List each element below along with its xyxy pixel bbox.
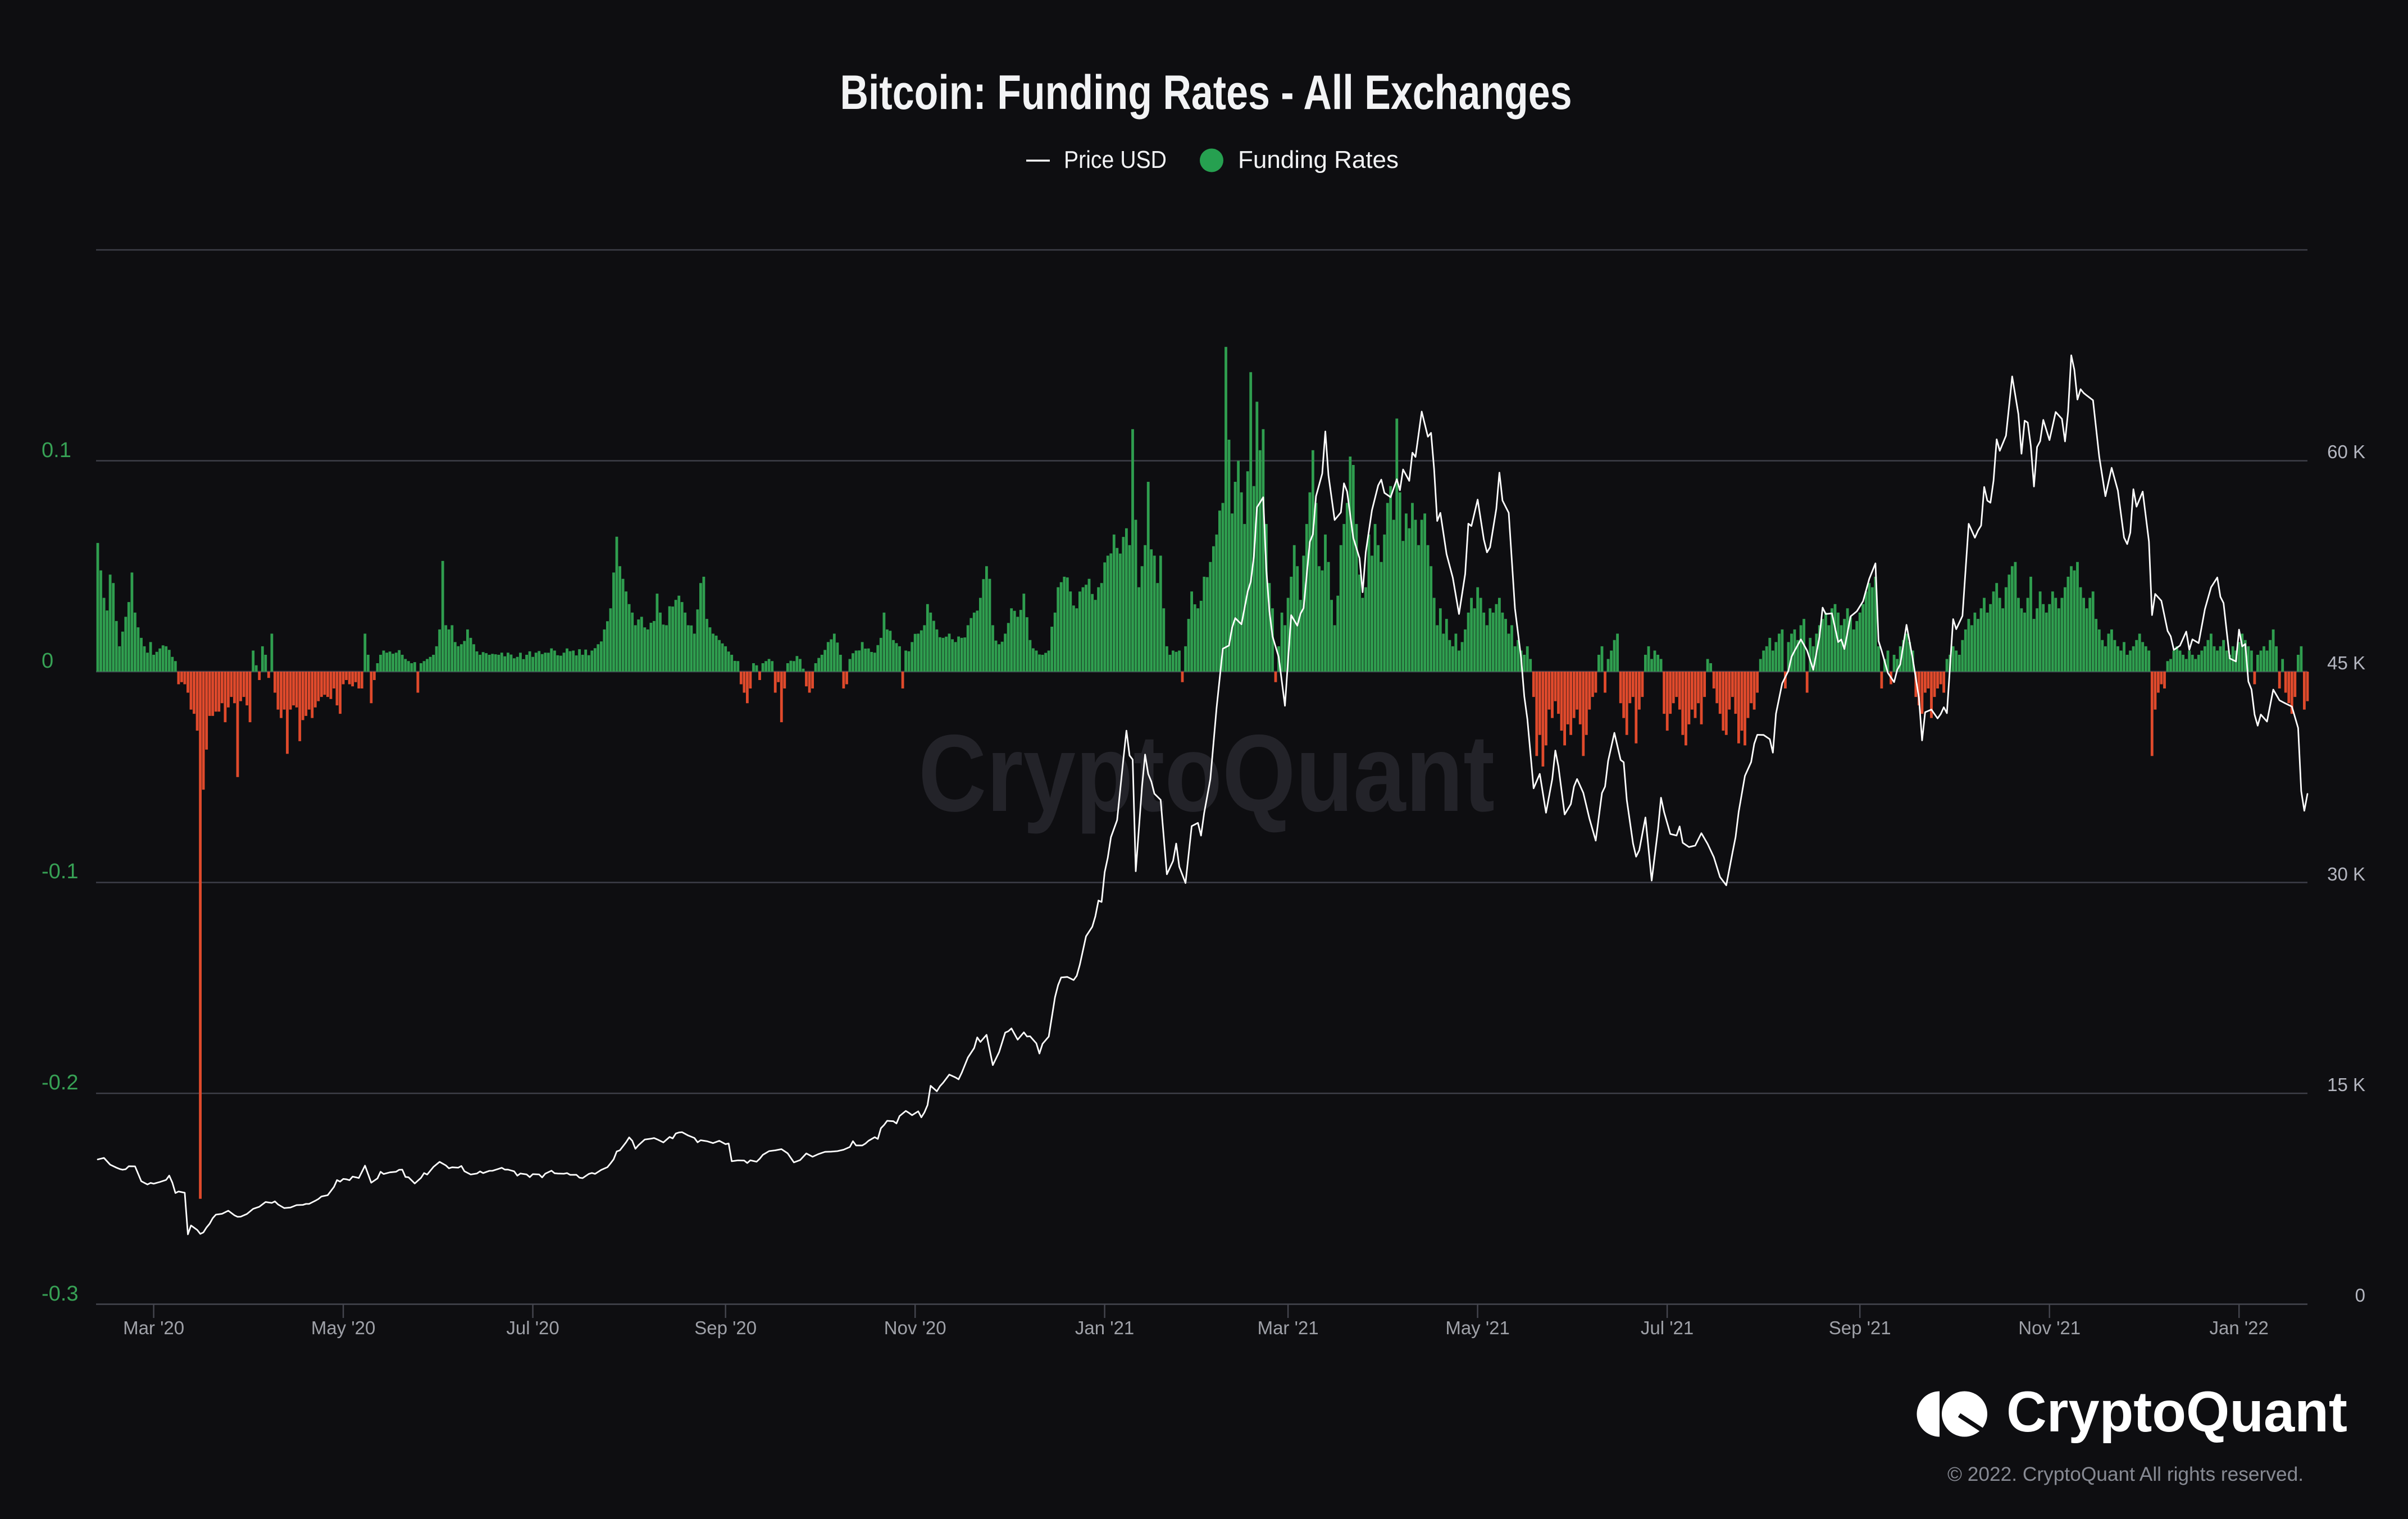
- svg-text:-0.3: -0.3: [42, 1282, 78, 1306]
- svg-text:60 K: 60 K: [2327, 441, 2365, 462]
- svg-text:Jan '22: Jan '22: [2210, 1317, 2269, 1338]
- svg-text:Mar '21: Mar '21: [1258, 1317, 1319, 1338]
- svg-text:Jul '20: Jul '20: [506, 1317, 559, 1338]
- svg-text:0.1: 0.1: [42, 439, 71, 462]
- svg-text:Jan '21: Jan '21: [1075, 1317, 1134, 1338]
- svg-text:15 K: 15 K: [2327, 1074, 2365, 1095]
- svg-text:Bitcoin: Funding Rates - All E: Bitcoin: Funding Rates - All Exchanges: [840, 66, 1572, 120]
- svg-text:0: 0: [42, 649, 53, 673]
- svg-text:30 K: 30 K: [2327, 864, 2365, 884]
- svg-text:CryptoQuant: CryptoQuant: [918, 712, 1495, 834]
- svg-text:Mar '20: Mar '20: [123, 1317, 184, 1338]
- svg-text:Nov '20: Nov '20: [884, 1317, 946, 1338]
- svg-text:-0.2: -0.2: [42, 1071, 78, 1094]
- svg-text:-0.1: -0.1: [42, 860, 78, 883]
- svg-text:Nov '21: Nov '21: [2018, 1317, 2081, 1338]
- svg-text:Sep '21: Sep '21: [1829, 1317, 1891, 1338]
- svg-text:CryptoQuant: CryptoQuant: [2006, 1380, 2347, 1444]
- svg-text:May '21: May '21: [1445, 1317, 1510, 1338]
- svg-text:Sep '20: Sep '20: [694, 1317, 757, 1338]
- svg-text:0: 0: [2355, 1285, 2365, 1306]
- svg-text:Jul '21: Jul '21: [1641, 1317, 1694, 1338]
- svg-text:Funding Rates: Funding Rates: [1238, 146, 1399, 174]
- svg-text:45 K: 45 K: [2327, 653, 2365, 673]
- svg-text:Price USD: Price USD: [1064, 146, 1167, 174]
- svg-text:May '20: May '20: [311, 1317, 376, 1338]
- svg-text:© 2022. CryptoQuant All rights: © 2022. CryptoQuant All rights reserved.: [1947, 1463, 2304, 1485]
